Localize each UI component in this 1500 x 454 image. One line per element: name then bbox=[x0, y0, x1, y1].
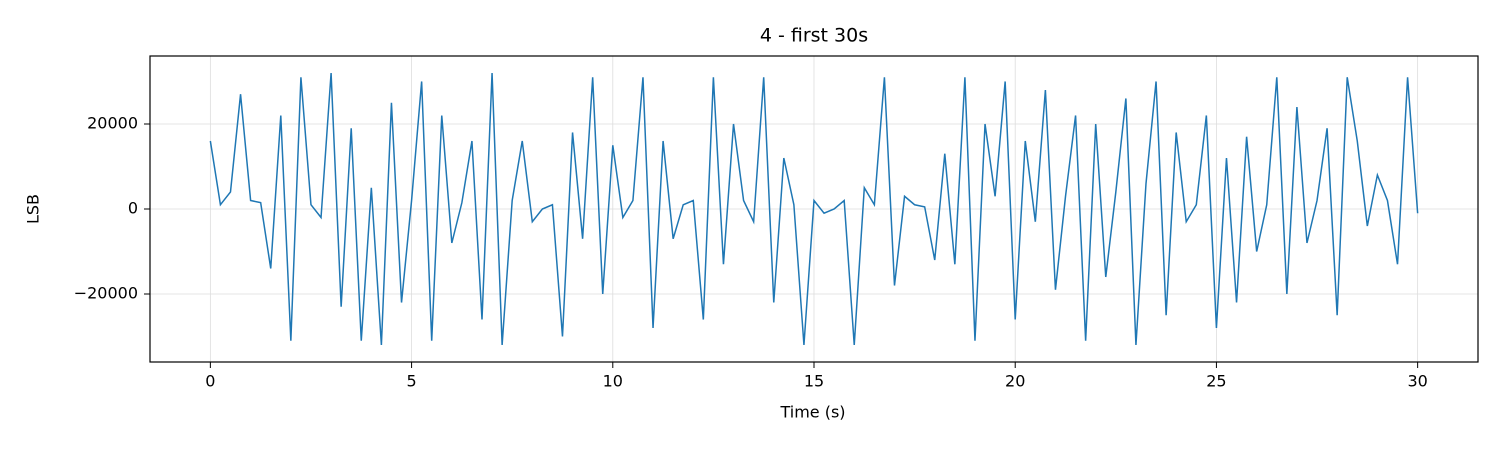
chart-title: 4 - first 30s bbox=[760, 25, 868, 47]
x-tick-label: 0 bbox=[205, 372, 215, 391]
y-tick-label: 20000 bbox=[87, 114, 138, 133]
x-tick-label: 25 bbox=[1206, 372, 1226, 391]
plot-frame bbox=[149, 55, 1479, 363]
x-tick-label: 15 bbox=[804, 372, 824, 391]
x-tick-label: 30 bbox=[1407, 372, 1427, 391]
x-tick-label: 20 bbox=[1005, 372, 1025, 391]
signal-line bbox=[209, 72, 1419, 346]
x-axis-label: Time (s) bbox=[779, 403, 845, 422]
x-tick-label: 10 bbox=[603, 372, 623, 391]
y-tick-label: −20000 bbox=[74, 284, 138, 303]
y-tick-label: 0 bbox=[128, 199, 138, 218]
y-axis-label: LSB bbox=[24, 194, 43, 224]
x-tick-label: 5 bbox=[406, 372, 416, 391]
